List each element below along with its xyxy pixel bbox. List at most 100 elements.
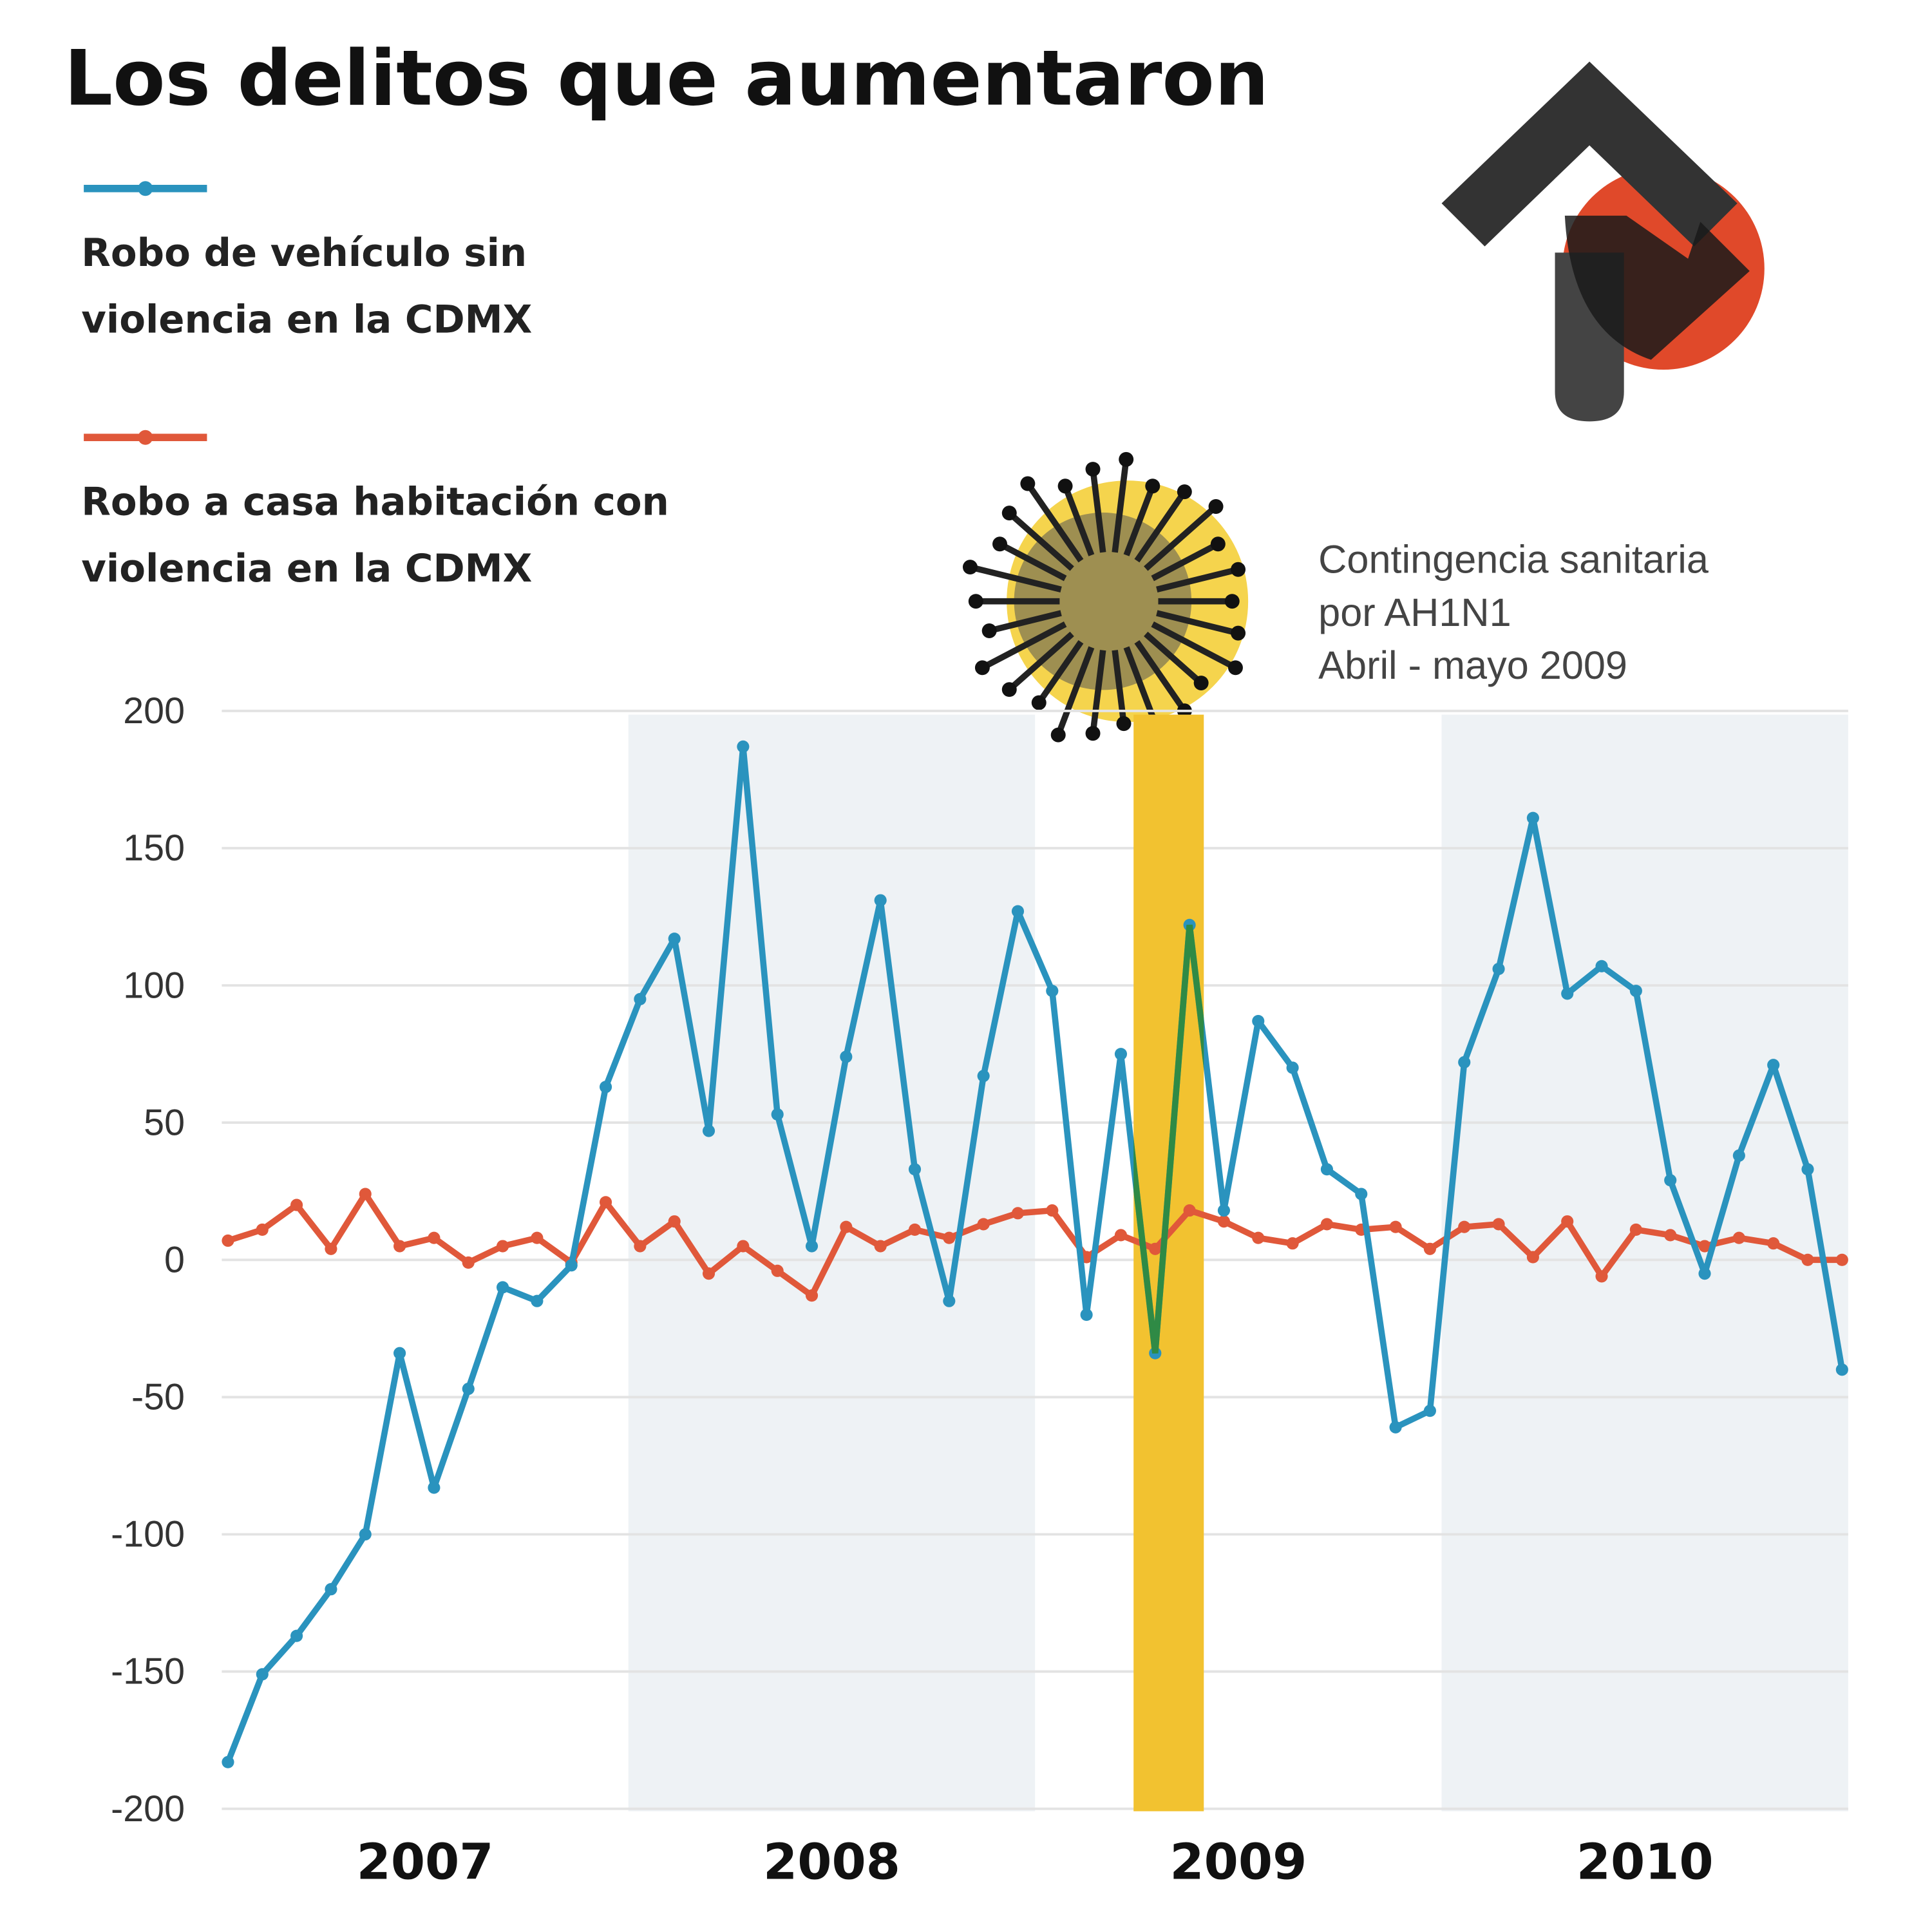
data-point — [1286, 1237, 1299, 1250]
data-point — [1698, 1267, 1711, 1280]
legend-label-house-1: Robo a casa habitación con — [81, 480, 669, 524]
data-point — [428, 1231, 440, 1244]
data-point — [1492, 962, 1505, 976]
data-point — [908, 1223, 922, 1236]
virus-spike-tip — [974, 660, 990, 676]
data-point — [1389, 1220, 1402, 1233]
data-point — [1492, 1218, 1505, 1231]
y-tick-label: 100 — [123, 965, 185, 1006]
annotation-line-1: Contingencia sanitaria — [1318, 538, 1709, 582]
data-point — [599, 1081, 612, 1094]
virus-spike-tip — [1085, 726, 1101, 741]
data-point — [497, 1240, 509, 1253]
virus-spike-tip — [1145, 478, 1160, 494]
data-point — [874, 1240, 887, 1253]
virus-spike — [1156, 566, 1239, 593]
data-point — [805, 1240, 819, 1253]
data-point — [737, 740, 750, 753]
data-point — [393, 1240, 406, 1253]
virus-spike-tip — [968, 594, 983, 609]
data-point — [290, 1198, 303, 1211]
data-point — [943, 1294, 956, 1307]
virus-spike — [998, 541, 1067, 582]
arrow-p-logo-icon — [1441, 61, 1765, 422]
data-point — [668, 933, 681, 945]
virus-spike-tip — [1227, 660, 1243, 676]
data-point — [1355, 1188, 1368, 1200]
data-point — [1046, 985, 1059, 998]
data-point — [1629, 1223, 1642, 1236]
series-vehicle — [222, 740, 1848, 1768]
virus-spike — [1007, 631, 1074, 692]
virus-spike-tip — [1001, 682, 1017, 697]
virus-spike — [1134, 639, 1188, 713]
virus-spike — [1007, 511, 1074, 571]
data-point — [1458, 1056, 1471, 1069]
data-point — [805, 1289, 819, 1302]
virus-icon — [962, 451, 1249, 743]
data-point — [668, 1215, 681, 1228]
x-tick-label: 2008 — [763, 1834, 900, 1891]
series-house — [222, 1188, 1848, 1302]
data-point — [1767, 1237, 1780, 1250]
data-point — [1767, 1059, 1780, 1072]
x-tick-label: 2007 — [357, 1834, 494, 1891]
data-point — [565, 1259, 578, 1272]
data-point — [1423, 1405, 1436, 1417]
series-line — [227, 1191, 1842, 1299]
data-point — [1835, 1253, 1848, 1266]
chart-title: Los delitos que aumentaron — [64, 34, 1269, 123]
data-point — [256, 1223, 269, 1236]
legend-label-vehicle-2: violencia en la CDMX — [81, 298, 532, 342]
virus-spike-tip — [992, 536, 1008, 552]
virus-spike — [1134, 489, 1188, 563]
data-point — [840, 1050, 853, 1063]
virus-spike-tip — [1057, 478, 1073, 494]
data-point — [1080, 1308, 1093, 1321]
data-point — [1458, 1220, 1471, 1233]
data-point — [393, 1347, 406, 1359]
data-point — [1011, 905, 1025, 918]
y-tick-label: -50 — [131, 1377, 185, 1418]
annotation-line-2: por AH1N1 — [1318, 591, 1511, 634]
data-point — [1286, 1061, 1299, 1074]
data-point — [325, 1242, 337, 1255]
virus-spike-tip — [1193, 676, 1209, 691]
data-point — [1011, 1207, 1025, 1220]
virus-spike — [1144, 631, 1204, 686]
y-tick-label: 50 — [144, 1102, 185, 1143]
data-point — [1595, 960, 1608, 972]
legend-label-house-2: violencia en la CDMX — [81, 546, 532, 591]
data-point — [771, 1108, 784, 1121]
data-point — [1526, 811, 1539, 824]
data-point — [462, 1383, 475, 1396]
data-point — [256, 1668, 269, 1681]
data-point — [222, 1234, 234, 1247]
virus-spike — [989, 610, 1062, 634]
data-point — [1835, 1363, 1848, 1376]
data-point — [1732, 1231, 1745, 1244]
data-point — [943, 1231, 956, 1244]
virus-spike — [981, 621, 1067, 671]
data-point — [1423, 1242, 1436, 1255]
y-tick-label: 0 — [164, 1239, 185, 1280]
legend-label-vehicle-1: Robo de vehículo sin — [81, 231, 527, 275]
data-point — [771, 1264, 784, 1277]
data-point — [359, 1528, 372, 1541]
y-tick-label: -150 — [111, 1651, 185, 1692]
virus-spike-tip — [1020, 476, 1036, 491]
data-point — [1698, 1240, 1711, 1253]
virus-spike-tip — [962, 560, 978, 575]
virus-spike-tip — [1050, 727, 1066, 743]
y-tick-label: -100 — [111, 1514, 185, 1555]
legend-swatch-house — [84, 430, 207, 445]
data-point — [1389, 1421, 1402, 1434]
virus-spike — [1025, 482, 1084, 563]
virus-spike — [1123, 485, 1156, 556]
data-point — [531, 1231, 544, 1244]
data-point — [702, 1124, 715, 1137]
data-point — [1801, 1163, 1814, 1176]
data-point — [634, 992, 647, 1006]
data-point — [325, 1583, 337, 1596]
